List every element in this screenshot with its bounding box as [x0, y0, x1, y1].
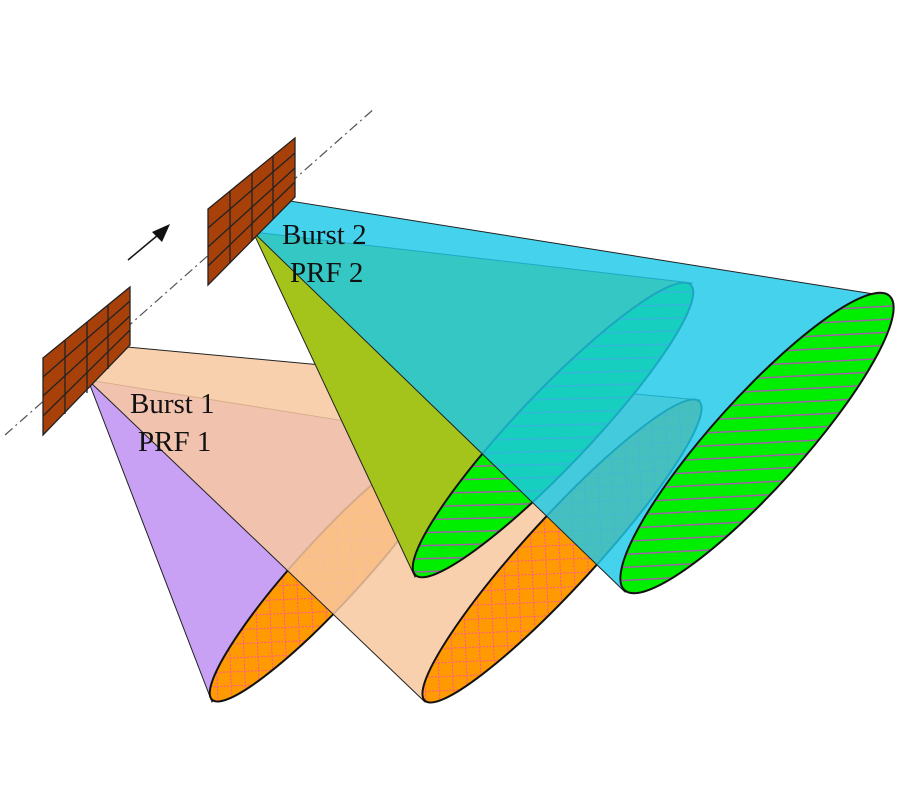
prf1-label: PRF 1 — [138, 426, 211, 458]
antenna-2 — [207, 136, 296, 287]
burst2-far-footprint — [619, 291, 895, 595]
burst2-label: Burst 2 — [282, 219, 367, 251]
antenna-1 — [42, 285, 131, 437]
burst1-label: Burst 1 — [130, 388, 215, 420]
prf2-label: PRF 2 — [290, 257, 363, 289]
arrow-icon — [127, 224, 170, 261]
